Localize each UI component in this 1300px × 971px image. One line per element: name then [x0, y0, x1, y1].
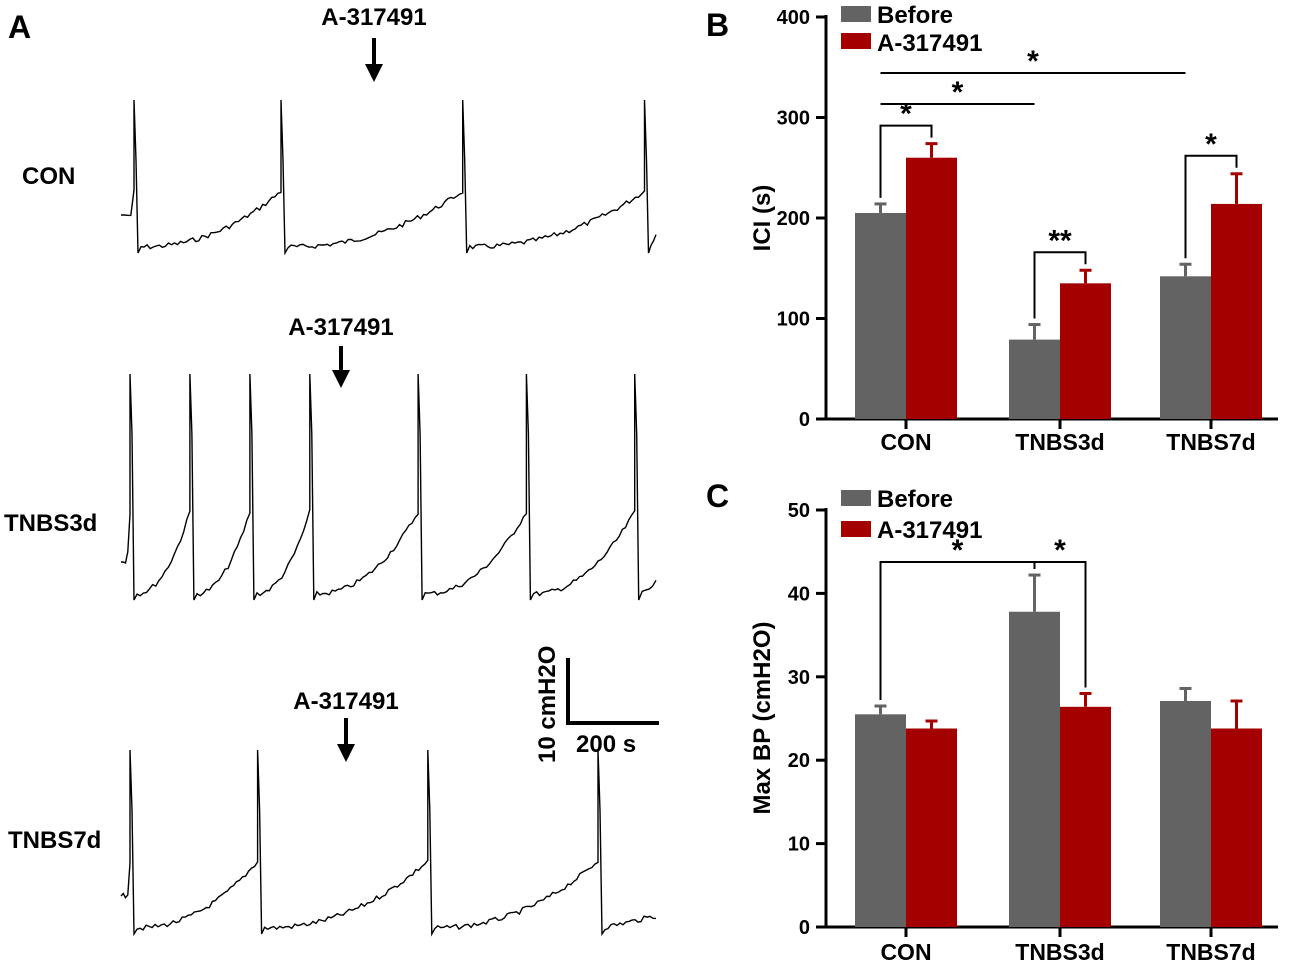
chart-c-ylabel: Max BP (cmH2O): [749, 622, 776, 815]
chart-c-bar-before-tnbs3d: [1009, 611, 1060, 927]
chart-c-bar-before-tnbs7d: [1160, 700, 1211, 927]
chart-b-ytick-label: 200: [777, 208, 810, 230]
chart-c-ytick-label: 0: [799, 917, 810, 939]
chart-c-category-label: TNBS7d: [1166, 939, 1255, 965]
chart-b-significance-bracket: [1033, 251, 1087, 319]
chart-b-significance-label: *: [1027, 45, 1039, 78]
chart-b-significance-bracket: [1184, 154, 1238, 259]
trace-label-tnbs7d: TNBS7d: [8, 827, 101, 854]
chart-b-significance-bracket: [879, 124, 933, 198]
chart-c-significance-bracket: [1033, 561, 1087, 688]
legend-c-before-swatch: [841, 490, 871, 506]
chart-c-category-label: CON: [880, 939, 931, 965]
cmg-trace-con: [121, 99, 657, 256]
chart-b-ytick-label: 400: [777, 7, 810, 29]
chart-b-bar-a-317491-tnbs7d: [1211, 203, 1262, 419]
chart-c-legend: Before A-317491: [841, 486, 982, 544]
chart-c-bar-a-317491-con: [906, 728, 957, 927]
cmg-trace-tnbs3d: [121, 373, 657, 601]
chart-b-significance-label: *: [1205, 128, 1217, 161]
drug-label-tnbs7d: A-317491: [293, 688, 398, 715]
trace-tnbs3d: TNBS3d A-317491: [4, 314, 657, 601]
chart-b-ytick-label: 0: [799, 409, 810, 431]
chart-b-ylabel: ICI (s): [749, 185, 776, 252]
chart-b-ytick-label: 100: [777, 309, 810, 331]
chart-b-legend: Before A-317491: [841, 2, 982, 57]
chart-c-marks: 0 10 20 30 40 50 CON TNBS3d TNBS7d * *: [788, 500, 1278, 965]
legend-c-before-label: Before: [877, 486, 953, 513]
chart-c-ytick-label: 30: [788, 667, 810, 689]
chart-b-ytick-label: 300: [777, 108, 810, 130]
chart-b-bar-a-317491-tnbs3d: [1060, 283, 1111, 419]
panel-a: A CON A-317491 TNBS3d A-317491 TNBS7d A-…: [4, 4, 659, 937]
chart-b-category-label: TNBS7d: [1166, 429, 1255, 455]
legend-b-before-swatch: [841, 6, 871, 22]
legend-c-after-swatch: [841, 521, 871, 537]
drug-arrow-tnbs7d: [337, 718, 355, 762]
chart-c-ytick-label: 40: [788, 583, 810, 605]
drug-arrow-tnbs3d: [332, 346, 350, 388]
chart-b-bar-before-tnbs3d: [1009, 339, 1060, 419]
chart-b-bar-before-con: [855, 212, 906, 419]
trace-label-con: CON: [22, 163, 75, 190]
chart-c-bar-before-con: [855, 714, 906, 927]
panel-a-letter: A: [8, 9, 31, 45]
chart-b-bar-a-317491-con: [906, 157, 957, 419]
legend-b-before-label: Before: [877, 2, 953, 29]
chart-b-category-label: CON: [880, 429, 931, 455]
chart-c-bar-a-317491-tnbs3d: [1060, 706, 1111, 927]
drug-label-con: A-317491: [321, 4, 426, 31]
scale-bar-y-label: 10 cmH2O: [534, 646, 561, 763]
chart-b-significance-label: **: [1048, 224, 1072, 257]
chart-b-category-label: TNBS3d: [1015, 429, 1104, 455]
chart-c-category-label: TNBS3d: [1015, 939, 1104, 965]
chart-b-significance-label: *: [900, 98, 912, 131]
legend-c-after-label: A-317491: [877, 517, 982, 544]
legend-b-after-label: A-317491: [877, 30, 982, 57]
trace-tnbs7d: TNBS7d A-317491: [8, 688, 657, 937]
panel-b: B ICI (s) Before A-317491 0 100 200 300 400 C…: [706, 2, 1278, 455]
chart-c-ytick-label: 50: [788, 500, 810, 522]
drug-label-tnbs3d: A-317491: [288, 314, 393, 341]
scale-bar: 10 cmH2O 200 s: [534, 646, 659, 763]
chart-c-ytick-label: 20: [788, 750, 810, 772]
chart-c-ytick-label: 10: [788, 834, 810, 856]
trace-con: CON A-317491: [22, 4, 657, 256]
chart-c-significance-label: *: [952, 534, 964, 567]
chart-c-bar-a-317491-tnbs7d: [1211, 728, 1262, 927]
chart-b-bar-before-tnbs7d: [1160, 276, 1211, 419]
legend-b-after-swatch: [841, 33, 871, 49]
panel-b-letter: B: [706, 7, 729, 43]
panel-c-letter: C: [706, 478, 729, 514]
cmg-trace-tnbs7d: [120, 749, 657, 937]
chart-c-significance-label: *: [1054, 534, 1066, 567]
trace-label-tnbs3d: TNBS3d: [4, 510, 97, 537]
panel-c: C Max BP (cmH2O) Before A-317491 0 10 20 30…: [706, 478, 1278, 965]
drug-arrow-con: [365, 38, 383, 82]
chart-b-significance-label: *: [952, 76, 964, 109]
scale-bar-x-label: 200 s: [576, 731, 636, 758]
